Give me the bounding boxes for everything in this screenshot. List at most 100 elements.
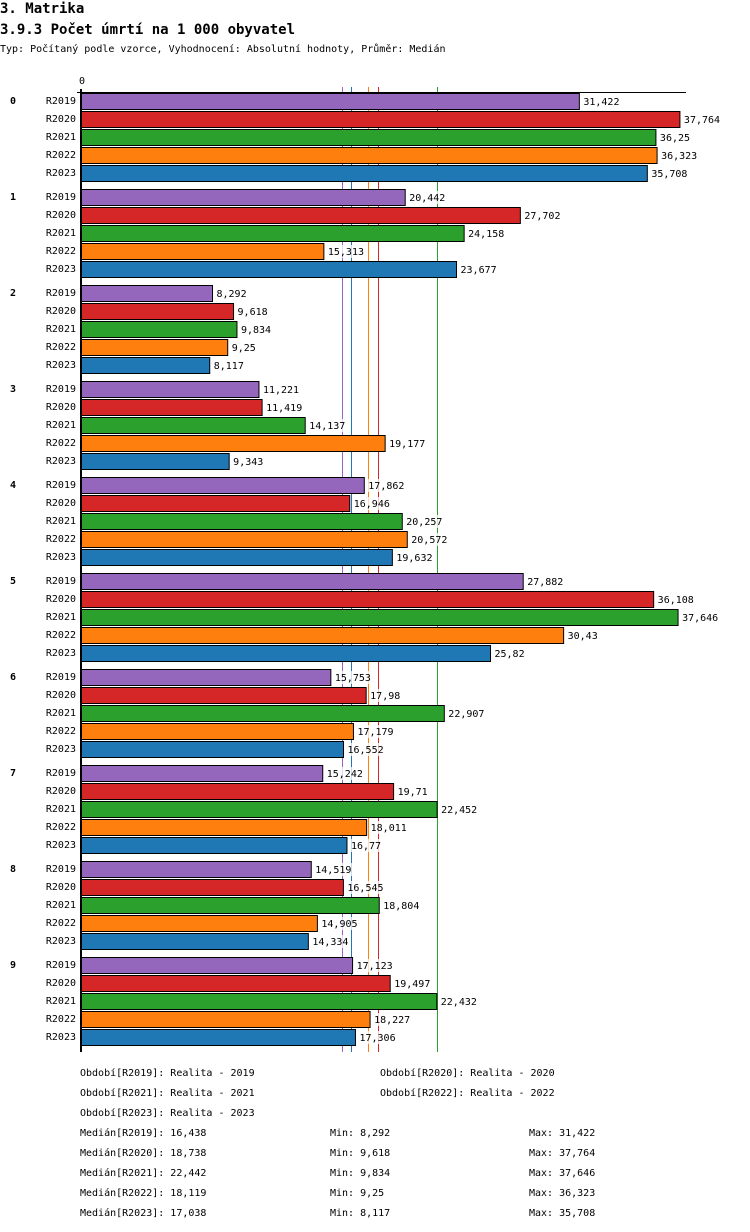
- value-label-bg: [232, 455, 265, 468]
- bar-r2022: [80, 435, 386, 452]
- value-label-bg: [314, 863, 353, 876]
- bar-r2019: [80, 381, 260, 398]
- value-label: 15,313: [328, 247, 364, 258]
- series-label: R2022: [46, 438, 76, 449]
- series-label: R2019: [46, 576, 76, 587]
- value-label: 16,946: [354, 499, 390, 510]
- value-label-bg: [308, 419, 347, 432]
- stat-median: Medián[R2022]: 18,119: [80, 1188, 207, 1199]
- value-label-bg: [230, 341, 258, 354]
- series-label: R2022: [46, 822, 76, 833]
- value-label-bg: [566, 629, 600, 642]
- bar-r2020: [80, 591, 655, 608]
- value-label: 23,677: [461, 265, 497, 276]
- group-label: 7: [10, 768, 16, 779]
- series-label: R2020: [46, 978, 76, 989]
- value-label-bg: [388, 437, 427, 450]
- value-label: 14,519: [315, 865, 351, 876]
- series-label: R2022: [46, 726, 76, 737]
- value-label: 18,011: [371, 823, 407, 834]
- bar-r2023: [80, 1029, 356, 1046]
- group-label: 0: [10, 96, 16, 107]
- value-label: 22,452: [441, 805, 477, 816]
- value-label: 27,702: [524, 211, 560, 222]
- bar-r2020: [80, 207, 521, 224]
- value-label: 20,257: [406, 517, 442, 528]
- bar-r2019: [80, 765, 324, 782]
- bar-r2022: [80, 243, 325, 260]
- value-label: 17,179: [357, 727, 393, 738]
- series-label: R2021: [46, 228, 76, 239]
- value-label-bg: [650, 167, 689, 180]
- value-label: 20,572: [411, 535, 447, 546]
- series-label: R2019: [46, 864, 76, 875]
- bar-r2020: [80, 879, 344, 896]
- series-label: R2023: [46, 840, 76, 851]
- value-label-bg: [682, 113, 722, 126]
- series-label: R2020: [46, 498, 76, 509]
- bar-r2021: [80, 225, 465, 242]
- bar-r2019: [80, 93, 580, 110]
- bar-r2020: [80, 495, 351, 512]
- value-label-bg: [212, 359, 246, 372]
- value-label: 8,117: [214, 361, 244, 372]
- series-label: R2020: [46, 402, 76, 413]
- value-label: 15,753: [335, 673, 371, 684]
- stat-max: Max: 35,708: [529, 1208, 596, 1219]
- series-label: R2023: [46, 1032, 76, 1043]
- value-label-bg: [346, 743, 386, 756]
- value-label-bg: [349, 839, 383, 852]
- value-label-bg: [396, 785, 430, 798]
- value-label-bg: [352, 497, 392, 510]
- bar-r2020: [80, 111, 681, 128]
- value-label: 15,242: [327, 769, 363, 780]
- series-label: R2021: [46, 900, 76, 911]
- value-label-bg: [239, 323, 273, 336]
- legend-item: Období[R2023]: Realita - 2023: [80, 1108, 255, 1119]
- bar-r2023: [80, 741, 345, 758]
- value-label: 19,632: [396, 553, 432, 564]
- value-label: 22,432: [441, 997, 477, 1008]
- series-label: R2019: [46, 192, 76, 203]
- value-label-bg: [369, 689, 402, 702]
- group-label: 8: [10, 864, 16, 875]
- value-label: 36,108: [658, 595, 694, 606]
- value-label: 18,804: [383, 901, 419, 912]
- value-label: 18,227: [374, 1015, 410, 1026]
- bar-r2019: [80, 477, 365, 494]
- bar-r2020: [80, 975, 391, 992]
- value-label: 9,618: [238, 307, 268, 318]
- value-label: 36,25: [660, 133, 690, 144]
- bar-r2019: [80, 573, 524, 590]
- value-label-bg: [261, 383, 301, 396]
- bar-r2021: [80, 609, 679, 626]
- stat-max: Max: 36,323: [529, 1188, 596, 1199]
- stat-min: Min: 9,834: [330, 1168, 391, 1179]
- bar-r2019: [80, 189, 406, 206]
- series-label: R2019: [46, 384, 76, 395]
- series-label: R2020: [46, 786, 76, 797]
- series-label: R2019: [46, 768, 76, 779]
- group-label: 3: [10, 384, 16, 395]
- value-label-bg: [265, 401, 304, 414]
- value-label: 25,82: [495, 649, 525, 660]
- series-label: R2019: [46, 960, 76, 971]
- value-label: 30,43: [568, 631, 598, 642]
- value-label: 16,77: [351, 841, 381, 852]
- bar-r2022: [80, 147, 658, 164]
- bar-r2023: [80, 453, 230, 470]
- bar-r2020: [80, 399, 263, 416]
- group-label: 2: [10, 288, 16, 299]
- series-label: R2019: [46, 480, 76, 491]
- series-label: R2019: [46, 288, 76, 299]
- series-label: R2021: [46, 612, 76, 623]
- group-label: 6: [10, 672, 16, 683]
- series-label: R2022: [46, 246, 76, 257]
- value-label-bg: [656, 593, 696, 606]
- legend-item: Období[R2019]: Realita - 2019: [80, 1068, 255, 1079]
- series-label: R2023: [46, 744, 76, 755]
- value-label: 19,497: [394, 979, 430, 990]
- group-label: 5: [10, 576, 16, 587]
- value-label: 9,25: [232, 343, 256, 354]
